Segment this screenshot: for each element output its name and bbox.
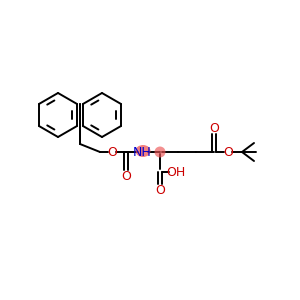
Text: O: O (209, 122, 219, 134)
Text: O: O (155, 184, 165, 196)
Ellipse shape (154, 146, 166, 158)
Text: O: O (107, 146, 117, 158)
Text: NH: NH (133, 146, 152, 158)
Text: OH: OH (167, 166, 186, 178)
Text: O: O (223, 146, 233, 158)
Text: O: O (121, 169, 131, 182)
Ellipse shape (136, 145, 151, 157)
